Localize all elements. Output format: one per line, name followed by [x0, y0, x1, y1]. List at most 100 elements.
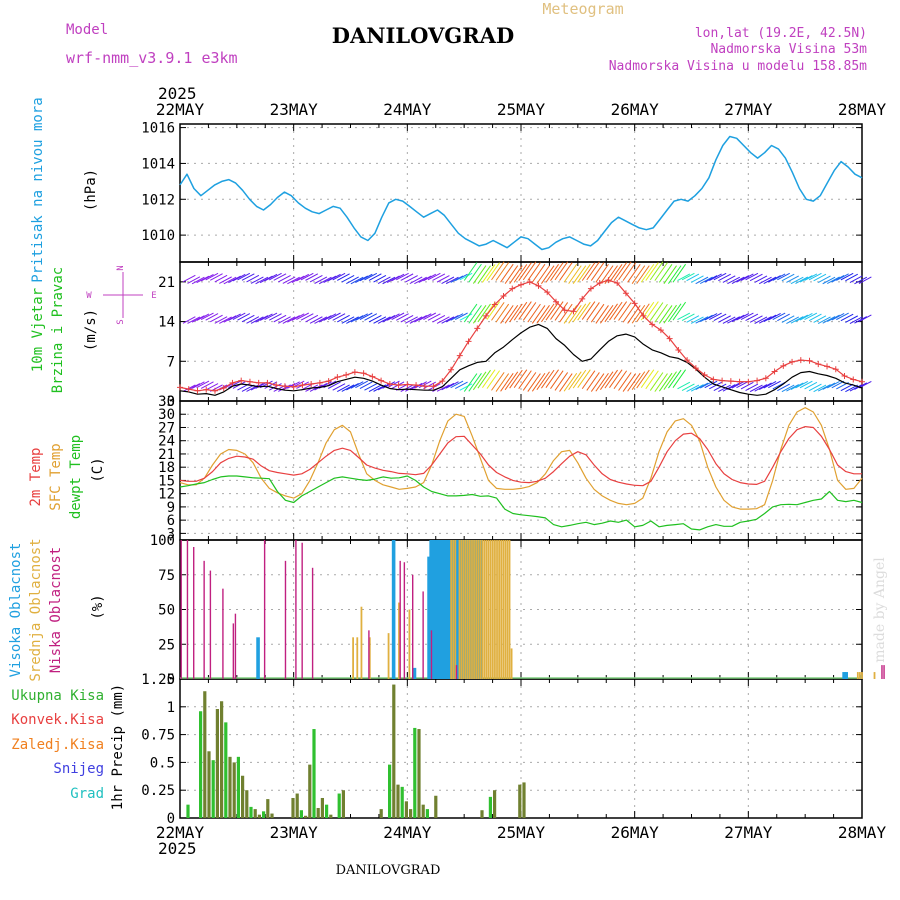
wind-barb	[572, 265, 587, 284]
wind-barb	[527, 373, 541, 392]
wind-barb	[777, 383, 790, 392]
wind-barb	[454, 273, 468, 282]
wind-barb	[786, 275, 800, 283]
wind-barb	[758, 382, 772, 390]
wind-barb	[522, 372, 537, 391]
wind-barb	[668, 369, 682, 389]
wind-barb	[531, 305, 546, 324]
precip-bar	[409, 809, 413, 818]
precip-bar	[434, 795, 438, 818]
wind-barb	[427, 383, 441, 391]
wind-barb	[613, 370, 628, 390]
wind-barb	[727, 276, 741, 285]
wind-barb	[405, 316, 418, 324]
wind-barb	[849, 384, 863, 392]
wind-barb	[182, 316, 196, 324]
wind-gust-marker	[386, 380, 393, 387]
wind-barb	[264, 273, 278, 282]
precip-ytick-label: 1.25	[141, 672, 175, 688]
wind-barb	[296, 312, 310, 321]
clouds-frame	[179, 539, 863, 680]
wind-barb	[228, 380, 241, 389]
wind-gust-marker	[369, 373, 376, 380]
wind-barb	[472, 265, 487, 284]
wind-barb	[382, 315, 396, 323]
wind-barb	[649, 261, 664, 281]
wind-barb	[491, 372, 505, 391]
wind-barb	[323, 313, 337, 321]
wind-gust-marker	[640, 312, 647, 319]
wind-barb	[817, 384, 831, 392]
wind-barb	[640, 263, 655, 283]
wind-barb	[768, 380, 781, 389]
model-altitude-text: Nadmorska Visina u modelu 158.85m	[609, 59, 867, 74]
wind-gust-marker	[421, 383, 428, 390]
wind-barb	[463, 303, 478, 323]
precip-bar	[493, 790, 497, 818]
wind-gust-marker	[439, 378, 446, 385]
wind-barb	[182, 274, 196, 283]
wind-barb	[536, 265, 550, 284]
wind-barb	[509, 303, 523, 323]
wind-barb	[699, 314, 713, 323]
temp-label-2m: 2m Temp	[28, 447, 44, 506]
precip-bar	[257, 814, 261, 818]
wind-barb	[187, 316, 201, 324]
wind-barb	[831, 380, 845, 389]
wind-barb	[396, 272, 409, 281]
wind-barb	[196, 313, 210, 321]
wind-barb	[377, 276, 391, 284]
wind-barb	[749, 315, 763, 323]
precip-bar	[249, 806, 253, 818]
temperature-ytick-label: 33	[158, 394, 175, 410]
wind-barb	[663, 265, 677, 284]
date-label-top: 26MAY	[611, 100, 660, 119]
wind-barb	[731, 314, 745, 323]
wind-barb	[246, 316, 260, 324]
clouds-ytick-label: 100	[150, 533, 175, 549]
wind-barb	[804, 312, 818, 321]
wind-barb	[781, 315, 795, 323]
wind-barb	[663, 371, 677, 390]
wind-gust-marker	[561, 307, 568, 314]
wind-gust-marker	[657, 327, 664, 334]
wind-barb	[768, 275, 781, 283]
pressure-ytick-label: 1010	[141, 228, 175, 244]
wind-barb	[649, 372, 664, 391]
wind-barb	[699, 276, 713, 285]
temperature-ytick-label: 3	[167, 526, 175, 542]
wind-barb	[804, 381, 818, 390]
wind-barb	[681, 383, 695, 391]
wind-barb	[268, 313, 282, 321]
wind-barb	[672, 369, 687, 388]
wind-barb	[541, 265, 555, 284]
wind-barb	[436, 275, 450, 283]
wind-direction-bands	[182, 261, 872, 393]
wind-gust-marker	[552, 298, 559, 305]
wind-barb	[858, 314, 872, 322]
wind-barb	[668, 265, 682, 284]
wind-gust-marker	[299, 382, 306, 389]
wind-label-1: 10m Vjetar	[30, 288, 46, 372]
wind-barb	[695, 316, 709, 324]
wind-barb	[414, 315, 427, 323]
wind-barb	[599, 265, 614, 284]
wind-barb	[709, 381, 722, 390]
meteogram-label: Meteogram	[542, 0, 623, 18]
wind-barb	[459, 272, 473, 281]
wind-barb	[563, 372, 578, 392]
wind-barb	[414, 276, 427, 285]
wind-barb	[786, 316, 800, 324]
wind-gust-marker	[692, 365, 699, 372]
wind-barb	[482, 369, 496, 388]
wind-barb	[504, 371, 519, 391]
wind-barb	[205, 383, 219, 391]
watermark: made by Angel	[872, 557, 888, 663]
footer-title: DANILOVGRAD	[336, 863, 441, 878]
wind-barb	[495, 303, 510, 323]
wind-barb	[454, 312, 468, 321]
wind-gust-marker	[404, 381, 411, 388]
wind-barb	[314, 316, 328, 324]
wind-gust-marker	[456, 352, 463, 359]
wind-barb	[836, 312, 849, 321]
